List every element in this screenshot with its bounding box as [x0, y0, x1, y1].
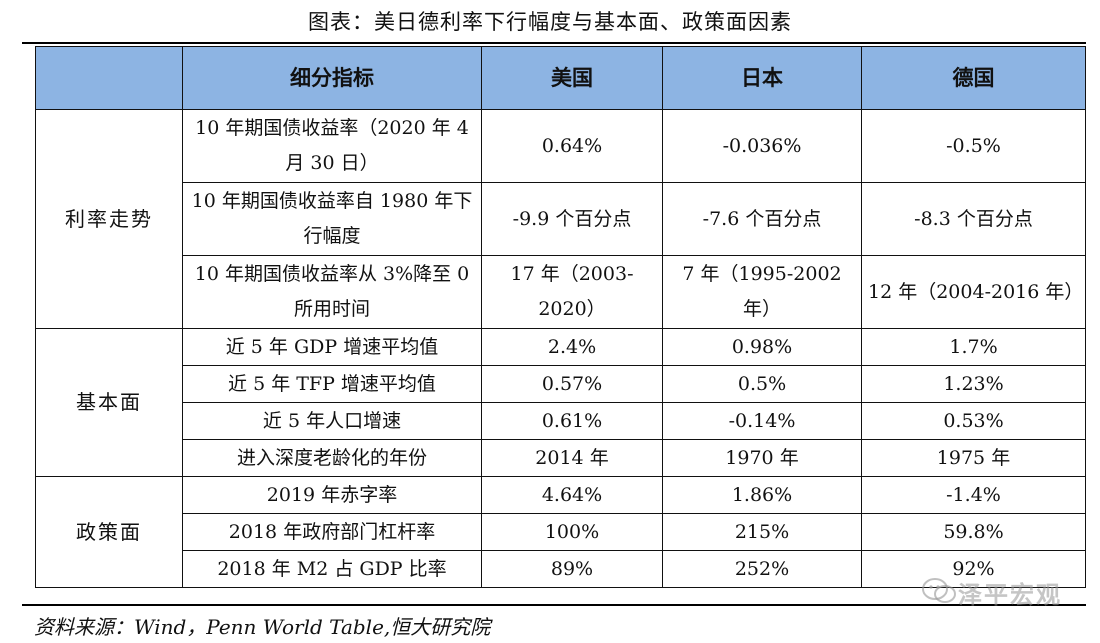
category-cell: 利率走势 [35, 109, 183, 329]
table-row: 近 5 年 TFP 增速平均值 0.57% 0.5% 1.23% [36, 365, 1086, 403]
table-row: 2018 年政府部门杠杆率 100% 215% 59.8% [36, 513, 1086, 551]
header-de: 德国 [861, 46, 1086, 110]
de-cell: 92% [861, 550, 1086, 588]
de-cell: -8.3 个百分点 [861, 182, 1086, 256]
table-row: 进入深度老龄化的年份 2014 年 1970 年 1975 年 [36, 439, 1086, 477]
table-row: 2018 年 M2 占 GDP 比率 89% 252% 92% [36, 550, 1086, 588]
metric-cell: 近 5 年 TFP 增速平均值 [182, 365, 482, 403]
jp-cell: 0.98% [662, 328, 862, 366]
metric-cell: 进入深度老龄化的年份 [182, 439, 482, 477]
us-cell: 2014 年 [481, 439, 663, 477]
us-cell: -9.9 个百分点 [481, 182, 663, 256]
indicator-table: 细分指标 美国 日本 德国 利率走势 10 年期国债收益率（2020 年 4 月… [35, 46, 1086, 588]
metric-cell: 近 5 年 GDP 增速平均值 [182, 328, 482, 366]
jp-cell: 215% [662, 513, 862, 551]
table-row: 政策面 2019 年赤字率 4.64% 1.86% -1.4% [35, 476, 1086, 588]
category-cell: 基本面 [35, 328, 183, 477]
header-jp: 日本 [662, 46, 862, 110]
jp-cell: 1.86% [662, 476, 862, 514]
de-cell: 1.7% [861, 328, 1086, 366]
jp-cell: 0.5% [662, 365, 862, 403]
metric-cell: 2018 年政府部门杠杆率 [182, 513, 482, 551]
us-cell: 89% [481, 550, 663, 588]
metric-cell: 2019 年赤字率 [182, 476, 482, 514]
us-cell: 2.4% [481, 328, 663, 366]
us-cell: 4.64% [481, 476, 663, 514]
table-row: 基本面 近 5 年 GDP 增速平均值 2.4% 0.98% 1.7% [35, 328, 1086, 477]
watermark: 泽平宏观 [958, 581, 1062, 609]
metric-cell: 近 5 年人口增速 [182, 402, 482, 440]
metric-cell: 10 年期国债收益率自 1980 年下行幅度 [182, 182, 482, 256]
top-rule [22, 42, 1086, 44]
header-us: 美国 [481, 46, 663, 110]
de-cell: -0.5% [861, 109, 1086, 183]
source-note: 资料来源：Wind，Penn World Table,恒大研究院 [34, 615, 491, 639]
category-cell: 政策面 [35, 476, 183, 588]
us-cell: 17 年（2003-2020） [481, 255, 663, 329]
table-row: 10 年期国债收益率从 3%降至 0 所用时间 17 年（2003-2020） … [36, 255, 1086, 329]
bottom-rule [22, 604, 1086, 606]
header-blank [35, 46, 183, 110]
jp-cell: 1970 年 [662, 439, 862, 477]
header-metric: 细分指标 [182, 46, 482, 110]
de-cell: 59.8% [861, 513, 1086, 551]
figure-title: 图表：美日德利率下行幅度与基本面、政策面因素 [308, 10, 792, 34]
de-cell: 1.23% [861, 365, 1086, 403]
jp-cell: 252% [662, 550, 862, 588]
metric-cell: 2018 年 M2 占 GDP 比率 [182, 550, 482, 588]
metric-cell: 10 年期国债收益率从 3%降至 0 所用时间 [182, 255, 482, 329]
de-cell: 1975 年 [861, 439, 1086, 477]
table-row: 近 5 年人口增速 0.61% -0.14% 0.53% [36, 402, 1086, 440]
us-cell: 0.64% [481, 109, 663, 183]
jp-cell: -0.14% [662, 402, 862, 440]
metric-cell: 10 年期国债收益率（2020 年 4 月 30 日） [182, 109, 482, 183]
table-row: 10 年期国债收益率自 1980 年下行幅度 -9.9 个百分点 -7.6 个百… [36, 182, 1086, 256]
de-cell: -1.4% [861, 476, 1086, 514]
table-row: 利率走势 10 年期国债收益率（2020 年 4 月 30 日） 0.64% -… [35, 109, 1086, 329]
us-cell: 100% [481, 513, 663, 551]
jp-cell: 7 年（1995-2002 年） [662, 255, 862, 329]
jp-cell: -0.036% [662, 109, 862, 183]
wechat-logo-icon [922, 578, 956, 603]
header-row: 细分指标 美国 日本 德国 [35, 46, 1086, 110]
us-cell: 0.57% [481, 365, 663, 403]
de-cell: 12 年（2004-2016 年） [861, 255, 1086, 329]
de-cell: 0.53% [861, 402, 1086, 440]
jp-cell: -7.6 个百分点 [662, 182, 862, 256]
us-cell: 0.61% [481, 402, 663, 440]
